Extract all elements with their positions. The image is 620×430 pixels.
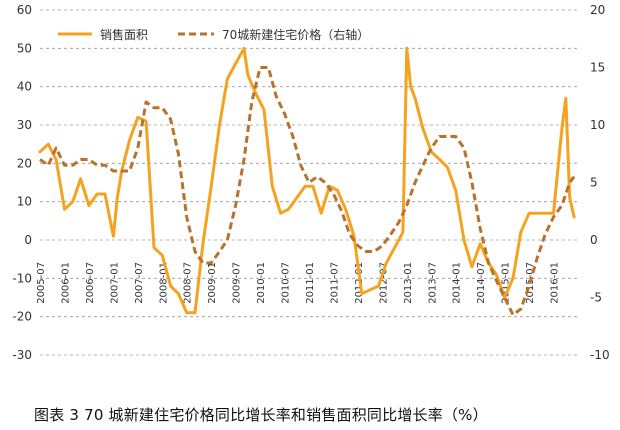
right-axis-tick-label: -10 xyxy=(590,348,610,362)
x-axis-tick-label: 2013-01 xyxy=(403,262,414,304)
sales-area-series-line xyxy=(38,46,576,315)
x-axis-tick-label: 2015-01 xyxy=(501,262,512,304)
x-axis-tick-label: 2012-07 xyxy=(378,262,389,304)
x-axis-tick-label: 2013-07 xyxy=(427,262,438,304)
left-axis-tick-label: 20 xyxy=(17,156,32,170)
x-axis-tick-label: 2009-01 xyxy=(207,262,218,304)
x-axis-tick-label: 2014-01 xyxy=(452,262,463,304)
legend-label-price: 70城新建住宅价格（右轴） xyxy=(222,27,369,42)
x-axis-tick-label: 2008-07 xyxy=(183,262,194,304)
x-axis-tick-label: 2011-01 xyxy=(305,262,316,304)
left-axis-tick-label: 40 xyxy=(17,80,32,94)
right-axis-tick-label: 10 xyxy=(590,118,605,132)
x-axis-tick-label: 2016-01 xyxy=(550,262,561,304)
left-axis-tick-label: 30 xyxy=(17,118,32,132)
left-axis-tick-label: 10 xyxy=(17,195,32,209)
x-axis-tick-label: 2010-07 xyxy=(281,262,292,304)
x-axis-tick-label: 2007-01 xyxy=(109,262,120,304)
x-axis-tick-label: 2011-07 xyxy=(329,262,340,304)
left-axis-tick-label: -10 xyxy=(12,271,32,285)
x-axis-tick-label: 2008-01 xyxy=(158,262,169,304)
left-axis-tick-label: 50 xyxy=(17,41,32,55)
x-axis-tick-label: 2006-01 xyxy=(60,262,71,304)
x-axis-tick-label: 2014-07 xyxy=(476,262,487,304)
x-axis-tick-label: 2010-01 xyxy=(256,262,267,304)
price-series-line xyxy=(39,66,576,317)
right-axis-tick-label: -5 xyxy=(590,291,602,305)
x-axis-tick-label: 2006-07 xyxy=(85,262,96,304)
x-axis-tick-label: 2007-07 xyxy=(134,262,145,304)
figure-caption: 图表 3 70 城新建住宅价格同比增长率和销售面积同比增长率（%） xyxy=(34,406,488,424)
left-axis-tick-label: 60 xyxy=(17,3,32,17)
right-axis-tick-label: 20 xyxy=(590,3,605,17)
right-axis-tick-label: 15 xyxy=(590,61,605,75)
left-axis-tick-label: -20 xyxy=(12,310,32,324)
x-axis-tick-label: 2009-07 xyxy=(232,262,243,304)
x-axis-tick-label: 2005-07 xyxy=(36,262,47,304)
left-axis-tick-label: -30 xyxy=(12,348,32,362)
chart-svg: -30 -20 -10 0 10 20 30 40 50 60 -10 -5 0 5 10 15 20 2005-… xyxy=(12,3,610,362)
right-axis-tick-label: 5 xyxy=(590,176,598,190)
right-axis-tick-label: 0 xyxy=(590,233,598,247)
legend-label-sales: 销售面积 xyxy=(100,27,148,42)
left-axis-tick-label: 0 xyxy=(24,233,32,247)
